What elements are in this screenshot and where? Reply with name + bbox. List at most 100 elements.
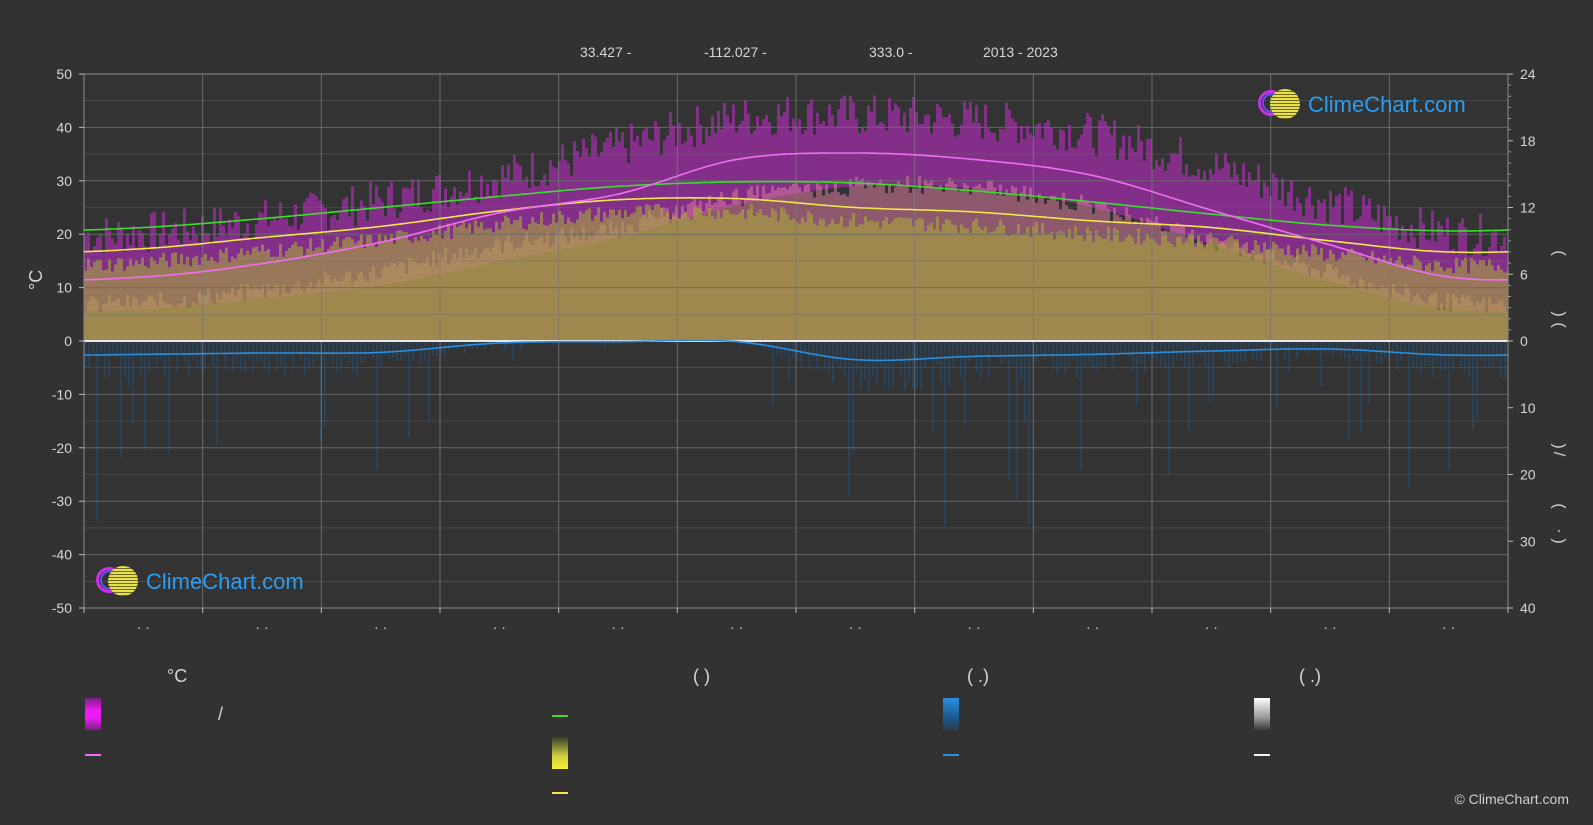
precip-bar [1040, 341, 1042, 357]
temp-range-bar [885, 130, 888, 185]
temp-range-bar [1008, 109, 1011, 193]
precip-bar [380, 341, 382, 367]
temp-range-bar [873, 95, 876, 186]
temp-range-bar [900, 125, 903, 185]
precip-bar [188, 341, 190, 377]
sunshine-bar [243, 255, 246, 341]
temp-range-bar [1419, 207, 1422, 305]
sunshine-bar [810, 213, 813, 341]
temp-range-bar [1071, 147, 1074, 203]
temp-range-bar [1137, 124, 1140, 221]
temp-range-bar [1326, 222, 1329, 282]
sunshine-bar [624, 210, 627, 341]
temp-range-bar [1128, 136, 1131, 218]
sunshine-bar [567, 217, 570, 341]
sunshine-bar [1149, 238, 1152, 341]
precip-bar [512, 341, 514, 361]
precip-bar [476, 341, 478, 350]
sunshine-bar [1200, 243, 1203, 341]
temp-range-bar [1410, 224, 1413, 303]
precip-bar [112, 341, 114, 354]
precip-bar [296, 341, 298, 352]
sunshine-bar [621, 218, 624, 341]
sunshine-bar [528, 224, 531, 341]
temp-range-bar [633, 140, 636, 234]
sunshine-bar [336, 236, 339, 341]
temp-range-bar [786, 97, 789, 196]
temp-range-bar [960, 124, 963, 188]
sunshine-bar [114, 264, 117, 341]
right-precip-tick-label: 40 [1520, 600, 1536, 616]
precip-bar [1380, 341, 1382, 365]
sunshine-bar [693, 206, 696, 341]
temp-range-bar [660, 154, 663, 226]
sunshine-bar [918, 217, 921, 341]
sunshine-bar [495, 221, 498, 341]
precip-bar [780, 341, 782, 359]
sunshine-bar [828, 224, 831, 341]
sunshine-bar [1500, 269, 1503, 341]
sunshine-bar [423, 238, 426, 341]
temp-range-bar [105, 218, 108, 311]
left-tick-label: 40 [56, 119, 72, 135]
precip-bar [1304, 341, 1306, 353]
sunshine-bar [90, 266, 93, 341]
precip-bar [252, 341, 254, 373]
sunshine-bar [942, 224, 945, 341]
left-tick-label: 0 [64, 333, 72, 349]
precip-bar [1456, 341, 1458, 358]
sunshine-bar [441, 238, 444, 341]
temp-range-bar [957, 134, 960, 188]
logo-text: ClimeChart.com [1308, 92, 1466, 117]
right-hours-tick-label: 6 [1520, 266, 1528, 282]
sunshine-bar [1176, 236, 1179, 341]
precip-bar [740, 341, 742, 347]
sunshine-bar [579, 210, 582, 341]
precip-bar [276, 341, 278, 370]
precip-bar [464, 341, 466, 353]
temp-range-bar [924, 114, 927, 186]
precip-bar [1328, 341, 1330, 352]
sunshine-bar [1110, 240, 1113, 341]
sunshine-bar [387, 240, 390, 341]
sunshine-bar [996, 226, 999, 341]
sunshine-bar [1170, 244, 1173, 341]
temp-range-bar [867, 105, 870, 186]
precip-bar [972, 341, 974, 354]
temp-range-bar [552, 166, 555, 251]
sunshine-bar [522, 228, 525, 341]
temp-range-bar [792, 118, 795, 194]
sunshine-bar [648, 205, 651, 341]
temp-range-bar [1068, 124, 1071, 203]
sunshine-bar [354, 243, 357, 341]
precip-bar [288, 341, 290, 356]
header-longitude: -112.027 - [704, 44, 767, 60]
sunshine-bar [672, 216, 675, 341]
precip-bar [132, 341, 134, 425]
precip-bar [348, 341, 350, 364]
temp-range-bar [1176, 154, 1179, 234]
legend-swatch-sunshine [552, 792, 568, 794]
precip-bar [948, 341, 950, 387]
sunshine-bar [1275, 244, 1278, 341]
sunshine-bar [474, 220, 477, 341]
sunshine-bar [1194, 247, 1197, 341]
precip-bar [1352, 341, 1354, 357]
temp-range-bar [711, 115, 714, 212]
sunshine-bar [603, 211, 606, 341]
sunshine-bar [501, 221, 504, 341]
temp-range-bar [363, 206, 366, 288]
sunshine-bar [735, 214, 738, 341]
sunshine-bar [1341, 252, 1344, 341]
sunshine-bar [1215, 238, 1218, 341]
sunshine-bar [1326, 258, 1329, 341]
sunshine-bar [1473, 260, 1476, 341]
temp-range-bar [870, 111, 873, 186]
precip-bar [604, 341, 606, 349]
sunshine-bar [1074, 226, 1077, 341]
sunshine-bar [1407, 264, 1410, 341]
precip-bar [364, 341, 366, 361]
right-axis-glyph: ) [1550, 443, 1568, 449]
sunshine-bar [1383, 255, 1386, 341]
precip-bar [876, 341, 878, 384]
